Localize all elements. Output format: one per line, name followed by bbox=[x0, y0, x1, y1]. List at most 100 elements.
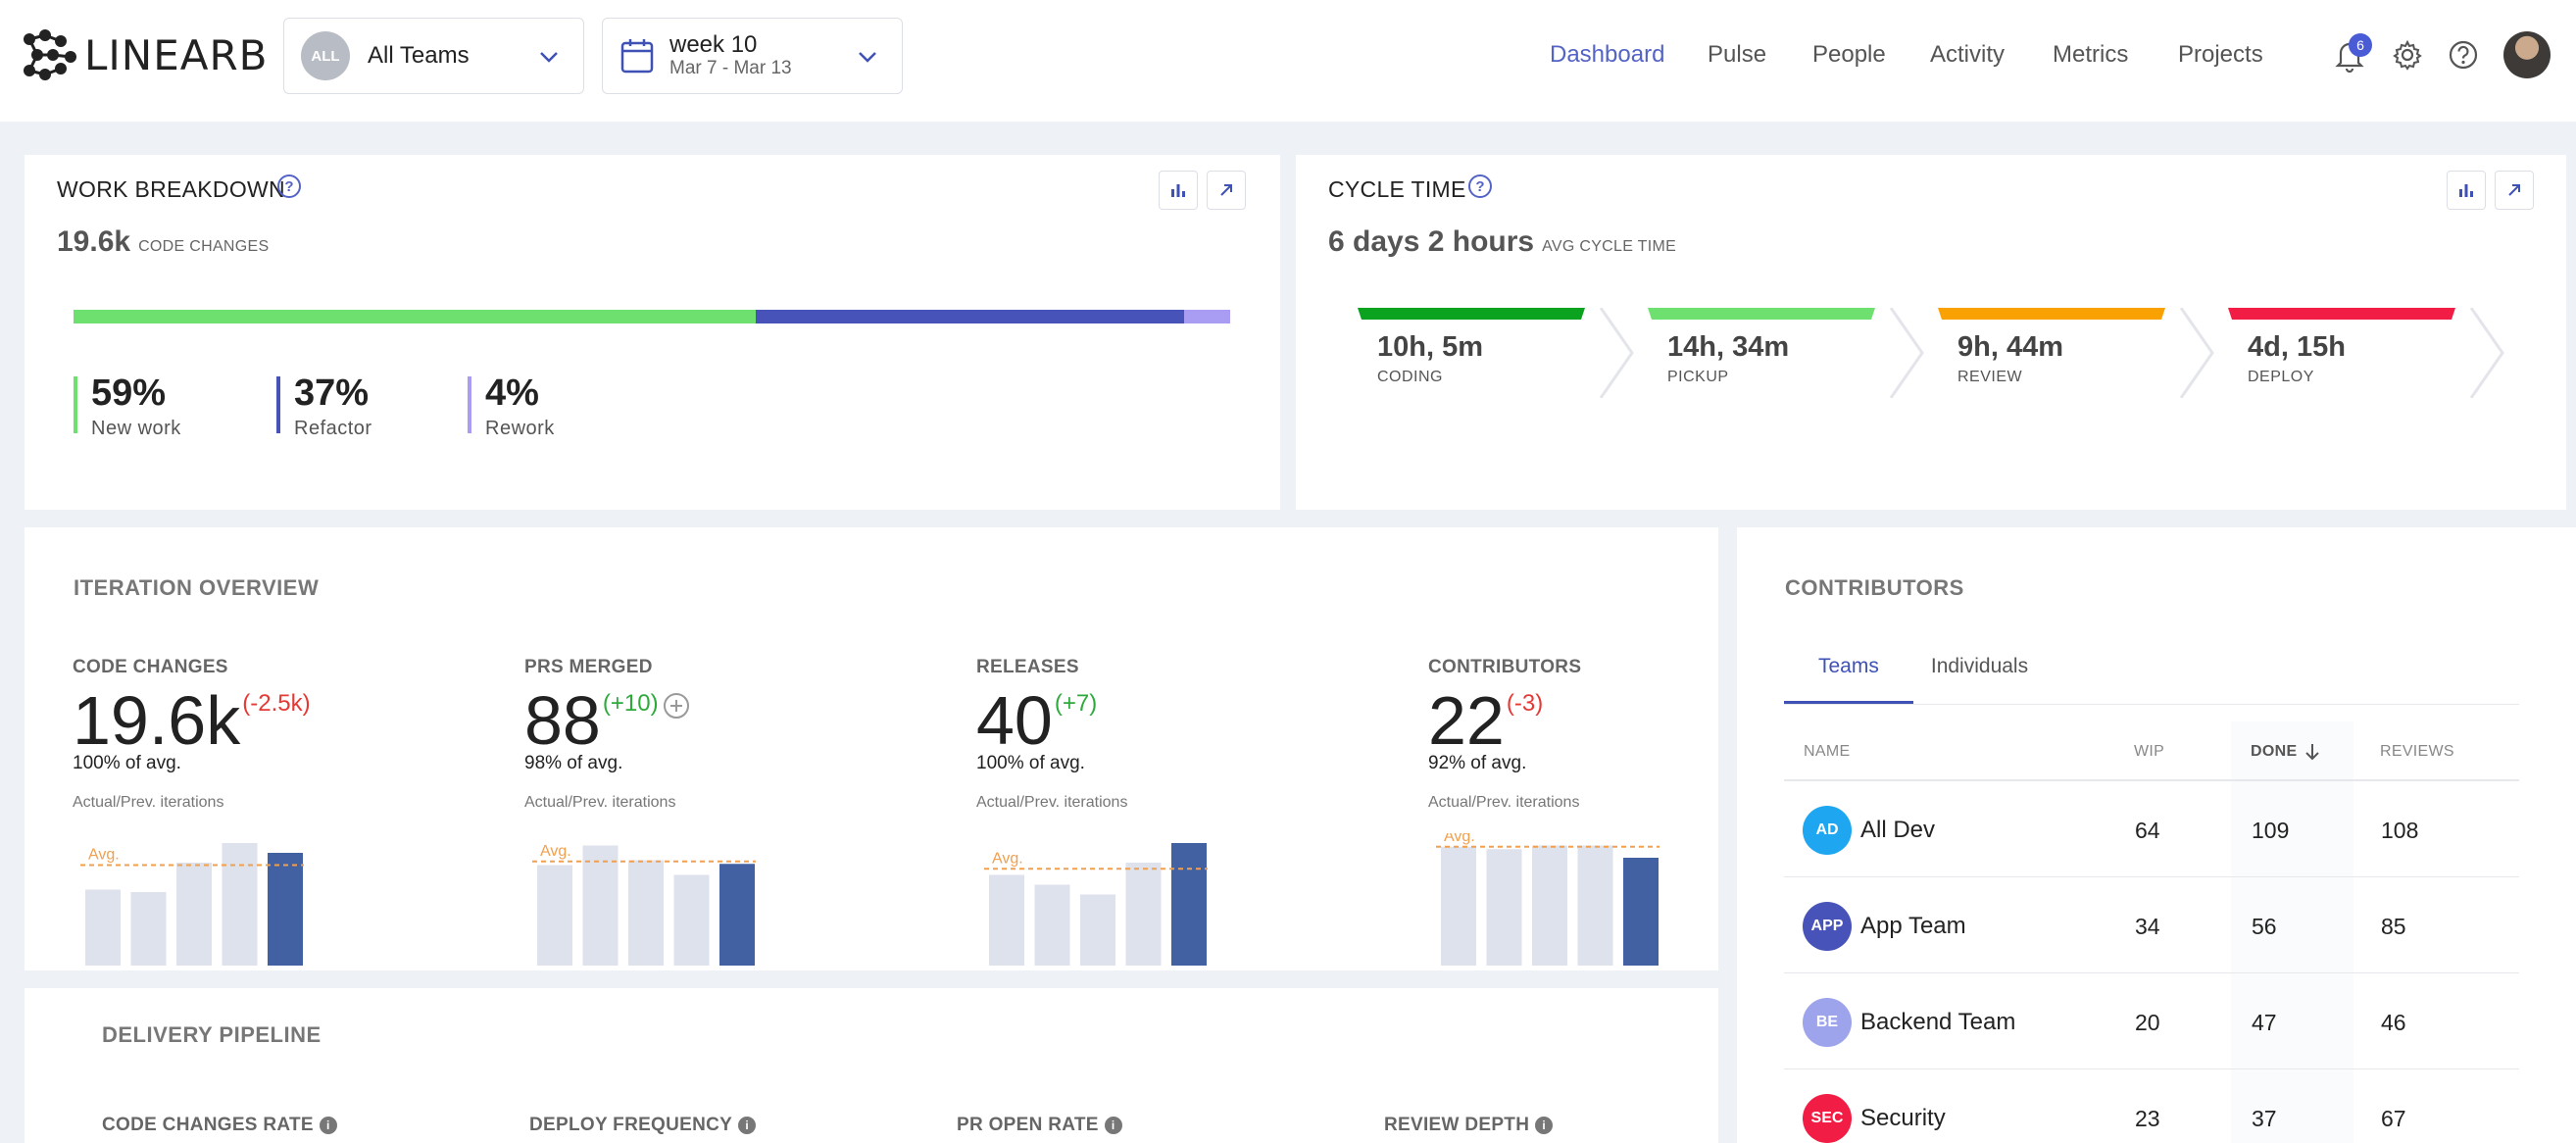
calendar-icon bbox=[620, 39, 654, 74]
pipeline-review-depth: REVIEW DEPTH i bbox=[1384, 1115, 1554, 1136]
cycle-time-card: CYCLE TIME ? 6 days 2 hours AVG CYCLE TIM… bbox=[1296, 155, 2566, 510]
chevron-right-icon bbox=[2469, 308, 2504, 398]
mini-chart-bar bbox=[1034, 884, 1070, 966]
mini-chart-bar bbox=[628, 860, 664, 966]
cycle-time-title: CYCLE TIME bbox=[1328, 176, 1466, 202]
metric-releases: RELEASES 40 (+7) 100% of avg. Actual/Prev… bbox=[976, 657, 1128, 811]
nav-people[interactable]: People bbox=[1812, 41, 1886, 68]
chart-view-button[interactable] bbox=[1159, 171, 1198, 210]
info-icon[interactable]: i bbox=[738, 1117, 757, 1134]
work-breakdown-title: WORK BREAKDOWN bbox=[57, 176, 285, 202]
chevron-down-icon bbox=[859, 52, 876, 63]
phase-coding-bar bbox=[1358, 308, 1585, 320]
mini-chart-bar bbox=[1080, 894, 1115, 966]
nav-projects[interactable]: Projects bbox=[2178, 41, 2263, 68]
phase-review-bar bbox=[1938, 308, 2165, 320]
column-done[interactable]: DONE bbox=[2251, 743, 2320, 761]
chart-view-button[interactable] bbox=[2447, 171, 2486, 210]
metric-prs-merged: PRS MERGED 88 (+10) 98% of avg. Actual/Pr… bbox=[524, 657, 818, 812]
column-name[interactable]: NAME bbox=[1804, 743, 1851, 760]
avg-label: Avg. bbox=[540, 843, 571, 860]
work-breakdown-segment-0 bbox=[74, 310, 757, 323]
team-avatar: AD bbox=[1803, 806, 1852, 855]
metric-contributors: CONTRIBUTORS 22 (-3) 92% of avg. Actual/P… bbox=[1428, 657, 1582, 811]
tabs-divider bbox=[1784, 704, 2519, 705]
work-breakdown-segment-2 bbox=[1183, 310, 1230, 323]
tab-individuals[interactable]: Individuals bbox=[1930, 655, 2029, 677]
phase-pickup[interactable]: 14h, 34m PICKUP bbox=[1648, 308, 1932, 398]
phase-deploy[interactable]: 4d, 15h DEPLOY bbox=[2228, 308, 2512, 398]
expand-button[interactable] bbox=[2495, 171, 2534, 210]
help-icon[interactable]: ? bbox=[1468, 174, 1492, 198]
mini-chart-bar bbox=[582, 845, 619, 966]
chevron-right-icon bbox=[1889, 308, 1924, 398]
bar-chart-icon bbox=[2459, 184, 2473, 197]
nav-pulse[interactable]: Pulse bbox=[1708, 41, 1767, 68]
mini-chart-bar bbox=[1125, 863, 1162, 966]
top-bar: LINEARB ALL All Teams week 10 Mar 7 - Ma… bbox=[0, 0, 2576, 122]
column-wip[interactable]: WIP bbox=[2134, 743, 2165, 760]
mini-chart-bar bbox=[1441, 846, 1476, 966]
column-reviews[interactable]: REVIEWS bbox=[2380, 743, 2454, 760]
team-select-label: All Teams bbox=[368, 42, 470, 69]
mini-chart-bar bbox=[1486, 849, 1522, 966]
table-row[interactable]: BE Backend Team 20 47 46 bbox=[1784, 973, 2519, 1069]
code-changes-label: CODE CHANGES bbox=[138, 238, 270, 255]
chevron-right-icon bbox=[2179, 308, 2214, 398]
phase-pickup-bar bbox=[1648, 308, 1875, 320]
plus-circle-icon[interactable] bbox=[663, 692, 690, 720]
mini-chart-bar bbox=[1171, 843, 1207, 966]
stat-refactor: 37% Refactor bbox=[276, 373, 372, 440]
help-icon[interactable] bbox=[2448, 39, 2479, 71]
linearb-logo[interactable]: LINEARB bbox=[24, 29, 268, 80]
phase-review[interactable]: 9h, 44m REVIEW bbox=[1938, 308, 2222, 398]
nav-dashboard[interactable]: Dashboard bbox=[1550, 41, 1665, 68]
done-column-highlight bbox=[2231, 721, 2353, 1143]
contributors-tabs: Teams Individuals bbox=[1784, 655, 2046, 704]
nav-metrics[interactable]: Metrics bbox=[2053, 41, 2129, 68]
code-changes-value: 19.6k CODE CHANGES bbox=[57, 225, 270, 258]
arrow-up-right-icon bbox=[2508, 184, 2520, 196]
week-select[interactable]: week 10 Mar 7 - Mar 13 bbox=[602, 18, 903, 94]
metric-code-changes: CODE CHANGES 19.6k (-2.5k) 100% of avg. A… bbox=[73, 657, 311, 811]
notification-badge: 6 bbox=[2349, 33, 2372, 57]
avg-label: Avg. bbox=[88, 847, 120, 864]
work-breakdown-segment-1 bbox=[756, 310, 1184, 323]
team-select[interactable]: ALL All Teams bbox=[283, 18, 584, 94]
code-changes-mini-chart: Avg. bbox=[80, 843, 304, 966]
prs-merged-mini-chart: Avg. bbox=[532, 843, 756, 966]
expand-button[interactable] bbox=[1207, 171, 1246, 210]
pipeline-code-changes-rate: CODE CHANGES RATE i bbox=[102, 1115, 337, 1136]
contributors-card: CONTRIBUTORS bbox=[1737, 527, 2576, 1143]
table-row[interactable]: SEC Security 23 37 67 bbox=[1784, 1069, 2519, 1143]
info-icon[interactable]: i bbox=[1535, 1117, 1554, 1134]
gear-icon[interactable] bbox=[2392, 39, 2423, 71]
stat-rework: 4% Rework bbox=[468, 373, 555, 440]
delivery-pipeline-card: DELIVERY PIPELINE bbox=[25, 988, 1718, 1143]
team-avatar: APP bbox=[1803, 902, 1852, 951]
info-icon[interactable]: i bbox=[1104, 1117, 1122, 1134]
nav-activity[interactable]: Activity bbox=[1930, 41, 2006, 68]
arrow-down-icon bbox=[2305, 744, 2320, 761]
mini-chart-bar bbox=[176, 863, 212, 966]
phase-coding[interactable]: 10h, 5m CODING bbox=[1358, 308, 1642, 398]
team-avatar: ALL bbox=[301, 31, 350, 80]
avg-label: Avg. bbox=[992, 850, 1023, 867]
iteration-overview-card: ITERATION OVERVIEW bbox=[25, 527, 1718, 970]
table-row[interactable]: APP App Team 34 56 85 bbox=[1784, 877, 2519, 973]
mini-chart-bar bbox=[1577, 845, 1613, 966]
tab-teams[interactable]: Teams bbox=[1784, 655, 1913, 704]
mini-chart-bar bbox=[85, 889, 121, 966]
work-breakdown-bar bbox=[74, 310, 1230, 323]
avg-cycle-time-value: 6 days 2 hours AVG CYCLE TIME bbox=[1328, 225, 1677, 258]
contributors-title: CONTRIBUTORS bbox=[1785, 575, 1964, 600]
header-divider bbox=[1784, 779, 2519, 781]
info-icon[interactable]: i bbox=[319, 1117, 337, 1134]
chevron-right-icon bbox=[1599, 308, 1634, 398]
pipeline-deploy-frequency: DEPLOY FREQUENCY i bbox=[529, 1115, 757, 1136]
help-icon[interactable]: ? bbox=[277, 174, 301, 198]
avg-cycle-time-label: AVG CYCLE TIME bbox=[1542, 238, 1677, 255]
user-avatar[interactable] bbox=[2503, 31, 2551, 78]
mini-chart-bar bbox=[719, 864, 755, 966]
table-row[interactable]: AD All Dev 64 109 108 bbox=[1784, 781, 2519, 877]
